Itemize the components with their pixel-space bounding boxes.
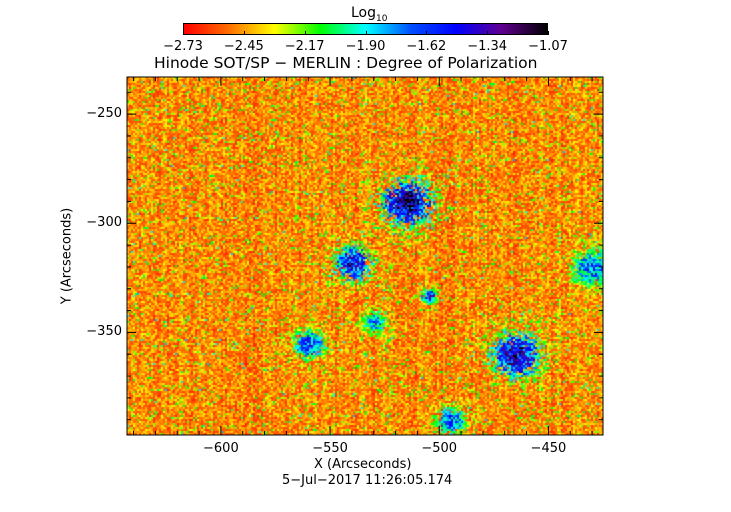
colorbar-label: Log10 bbox=[351, 5, 388, 24]
y-tick-label: −250 bbox=[86, 106, 122, 122]
colorbar-tick-label: −1.34 bbox=[467, 39, 508, 54]
colorbar-tick-label: −1.62 bbox=[406, 39, 447, 54]
colorbar-tick bbox=[304, 31, 306, 35]
heatmap-image bbox=[127, 77, 603, 435]
colorbar-tick-label: −2.73 bbox=[163, 39, 203, 54]
colorbar-tick-label: −1.07 bbox=[528, 39, 568, 54]
x-tick-label: −600 bbox=[203, 441, 239, 456]
chart-title: Hinode SOT/SP − MERLIN : Degree of Polar… bbox=[154, 54, 538, 72]
colorbar-tick bbox=[365, 31, 367, 35]
x-tick-label: −500 bbox=[421, 441, 458, 456]
plot-frame bbox=[126, 76, 604, 436]
x-axis-label: X (Arcseconds) bbox=[314, 457, 412, 472]
colorbar-tick bbox=[487, 31, 489, 35]
x-tick-label: −450 bbox=[530, 441, 567, 456]
y-tick-label: −350 bbox=[86, 324, 122, 340]
colorbar-tick bbox=[243, 31, 245, 35]
x-tick-label: −550 bbox=[312, 441, 348, 456]
colorbar-tick bbox=[426, 31, 428, 35]
colorbar-tick-label: −1.90 bbox=[345, 39, 386, 54]
colorbar-tick bbox=[183, 31, 184, 35]
y-tick-label: −300 bbox=[86, 215, 122, 231]
timestamp-footer: 5−Jul−2017 11:26:05.174 bbox=[282, 473, 453, 488]
colorbar-tick bbox=[548, 31, 549, 35]
colorbar-tick-label: −2.17 bbox=[284, 39, 325, 54]
colorbar-tick-label: −2.45 bbox=[223, 39, 264, 54]
